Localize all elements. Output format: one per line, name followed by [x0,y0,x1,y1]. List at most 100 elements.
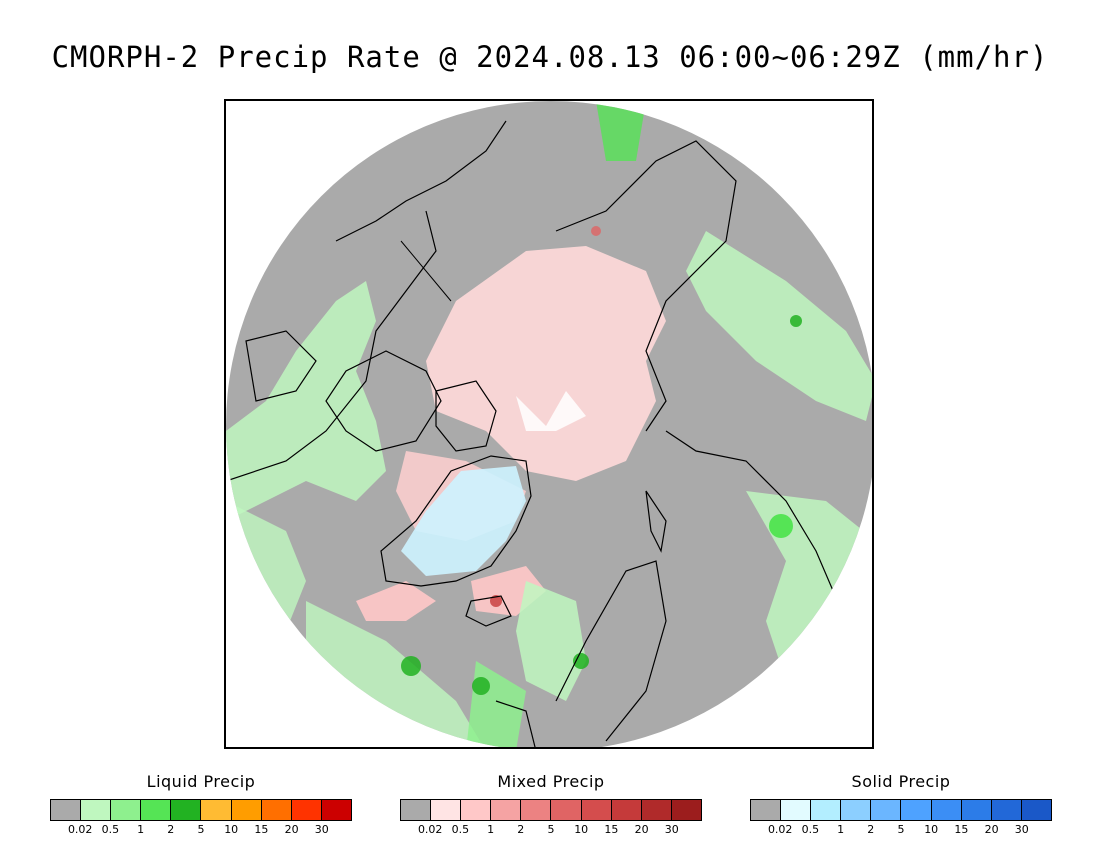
coastlines [226,120,847,747]
coastline-siberia [555,140,737,432]
legend-title: Solid Precip [851,772,951,791]
legend-swatch [321,800,351,820]
legend-solid: Solid Precip 0.02 0.5 1 2 5 10 15 20 30 [750,772,1052,837]
coastline-north-america [226,210,437,482]
liquid-precip-region [226,281,386,521]
legend-swatch [871,800,902,820]
legend-swatch [261,800,292,820]
coastline-canadian-archipelago [325,350,442,452]
legend-tick-label: 2 [517,823,525,836]
legend-swatch [401,800,432,820]
coastline-greenland [380,455,532,587]
legend-tick-label: 0.5 [801,823,820,836]
mixed-precip-region [426,246,666,481]
map-title: CMORPH-2 Precip Rate @ 2024.08.13 06:00~… [51,40,1049,74]
liquid-precip-cell [790,315,802,327]
legend-swatch [961,800,992,820]
liquid-precip-region [596,101,646,161]
liquid-precip-region [516,581,586,701]
legend-swatch [141,800,172,820]
tick-labels: 0.02 0.5 1 2 5 10 15 20 30 [750,823,1052,837]
liquid-precip-region [686,231,872,421]
legend-tick-label: 2 [167,823,175,836]
polar-map [226,101,872,747]
legend-swatch [1021,800,1051,820]
legend-swatch [841,800,872,820]
legend-swatch [931,800,962,820]
legend-swatch [231,800,262,820]
mixed-precip-region [356,581,436,621]
legend-swatch [901,800,932,820]
coastline-hudson-bay [245,330,317,402]
legend-swatch [551,800,582,820]
legend-liquid: Liquid Precip 0.02 0.5 1 2 5 10 15 20 30 [50,772,352,837]
legend-swatch [431,800,462,820]
legend-mixed: Mixed Precip 0.02 0.5 1 2 5 10 15 20 30 [400,772,702,837]
legend-swatch [641,800,672,820]
polar-map-panel [224,99,874,749]
legend-swatch [781,800,812,820]
legend-tick-label: 30 [664,823,679,836]
legend-swatch [51,800,82,820]
legend-swatch [521,800,552,820]
legend-swatch [611,800,642,820]
coastline-novaya-zemlya [645,490,667,553]
border-line [400,240,452,302]
legend-tick-label: 20 [284,823,299,836]
color-bar [50,799,352,821]
legend-tick-label: 0.5 [101,823,120,836]
legend-swatch [991,800,1022,820]
legend-tick-label: 15 [954,823,969,836]
legend-swatch [291,800,322,820]
legend-tick-label: 10 [574,823,589,836]
legend-tick-label: 30 [314,823,329,836]
legend-tick-label: 0.02 [67,823,93,836]
mixed-precip-cell [490,595,502,607]
legend-tick-label: 10 [224,823,239,836]
color-bar [750,799,1052,821]
liquid-precip-cell [401,656,421,676]
legend-tick-label: 10 [924,823,939,836]
coastline-siberia [665,430,847,622]
color-bar [400,799,702,821]
legend-title: Liquid Precip [146,772,256,791]
mixed-precip-cell [591,226,601,236]
legend-swatch [671,800,701,820]
liquid-precip-cell [573,653,589,669]
legend-tick-label: 20 [634,823,649,836]
legend-tick-label: 20 [984,823,999,836]
legend-tick-label: 15 [604,823,619,836]
tick-labels: 0.02 0.5 1 2 5 10 15 20 30 [400,823,702,837]
legend-tick-label: 0.02 [767,823,793,836]
legend-tick-label: 5 [897,823,905,836]
legend-swatch [581,800,612,820]
legend-tick-label: 1 [137,823,145,836]
legend-swatch [461,800,492,820]
solid-precip-region [401,466,526,576]
coastline-scandinavia [555,560,667,742]
legend-swatch [491,800,522,820]
pole-streak [516,391,586,431]
coastline-british-isles [495,700,537,747]
tick-labels: 0.02 0.5 1 2 5 10 15 20 30 [50,823,352,837]
legend-swatch [81,800,112,820]
legend-swatch [201,800,232,820]
coastline-iceland [465,595,512,627]
legend-swatch [111,800,142,820]
legend-tick-label: 30 [1014,823,1029,836]
legend-tick-label: 5 [197,823,205,836]
legend-tick-label: 0.5 [451,823,470,836]
liquid-precip-cell [472,677,490,695]
legend-swatch [811,800,842,820]
legend-tick-label: 5 [547,823,555,836]
liquid-precip-cell [769,514,793,538]
legend-swatch [751,800,782,820]
legend-tick-label: 0.02 [417,823,443,836]
legend-tick-label: 1 [487,823,495,836]
legend-title: Mixed Precip [497,772,605,791]
legend-tick-label: 1 [837,823,845,836]
legend-tick-label: 2 [867,823,875,836]
legend-tick-label: 15 [254,823,269,836]
coastline-canadian-archipelago [435,380,497,452]
legend-swatch [171,800,202,820]
